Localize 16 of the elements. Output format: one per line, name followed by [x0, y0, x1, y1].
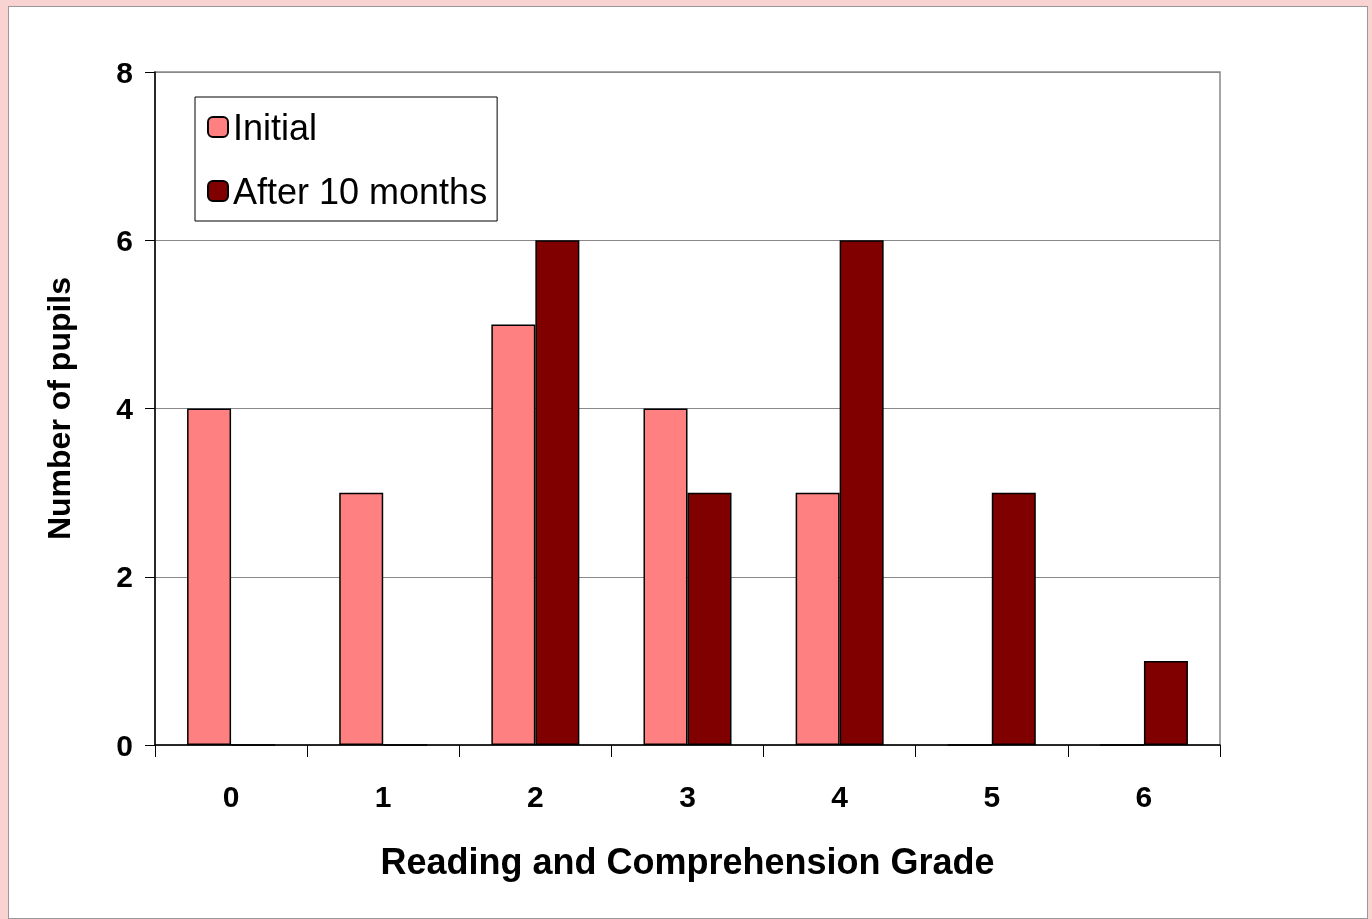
x-axis-title: Reading and Comprehension Grade: [380, 840, 995, 882]
x-tick-label: 3: [679, 779, 696, 813]
legend-label: Initial: [233, 106, 318, 148]
y-tick-label: 4: [116, 392, 134, 425]
y-axis-title: Number of pupils: [41, 276, 77, 541]
y-tick-label: 8: [116, 55, 133, 89]
y-tick-label: 2: [116, 560, 133, 594]
x-tick-label: 0: [222, 779, 240, 813]
y-tick-label: 0: [116, 728, 133, 762]
legend-label: After 10 months: [233, 170, 488, 212]
x-tick-label: 6: [1135, 779, 1153, 813]
x-tick-label: 1: [374, 779, 392, 813]
x-tick-label: 5: [983, 779, 1001, 813]
y-tick-label: 6: [116, 223, 133, 257]
x-tick-label: 4: [831, 779, 849, 813]
x-tick-label: 2: [527, 779, 544, 813]
